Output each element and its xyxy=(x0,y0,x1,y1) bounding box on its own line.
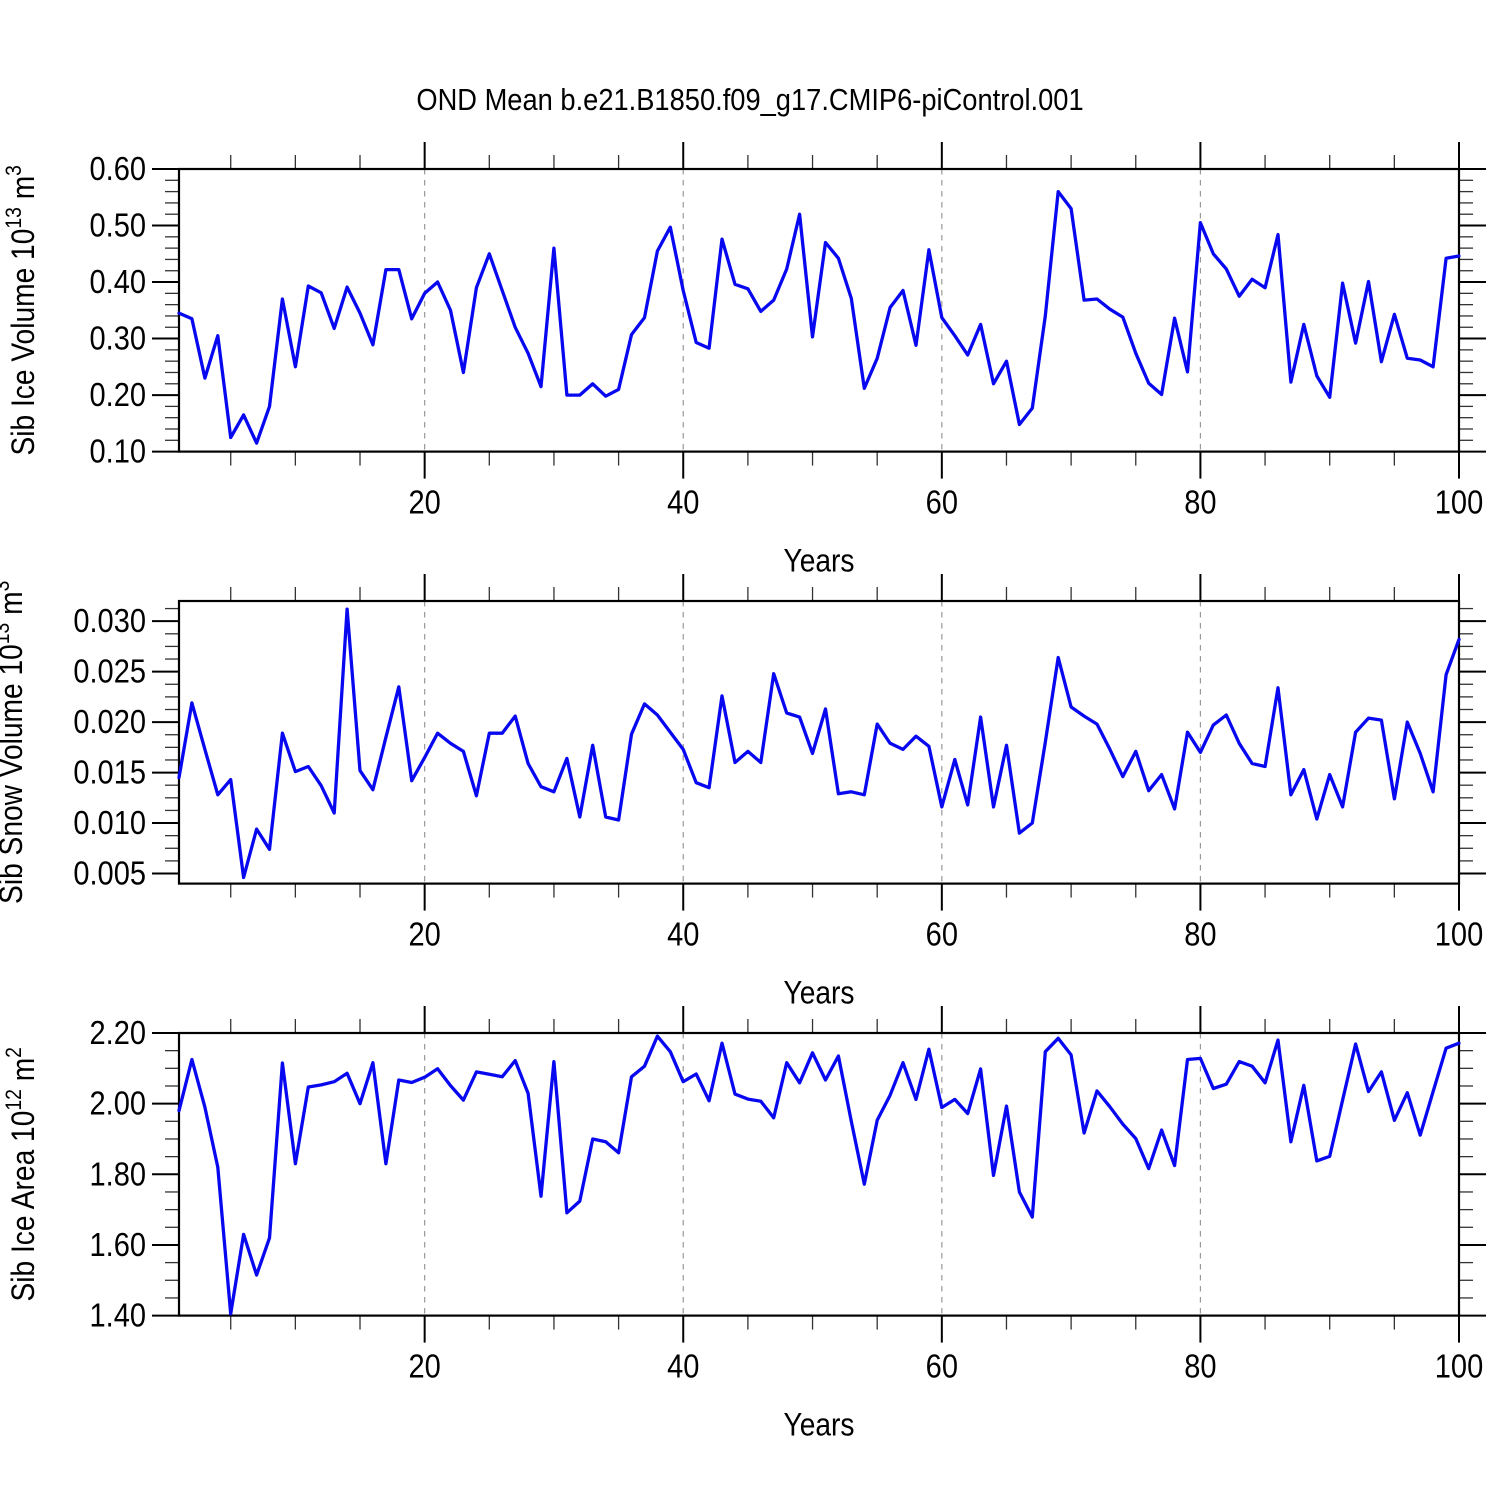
x-tick-label: 100 xyxy=(1435,916,1483,953)
x-tick-label: 60 xyxy=(926,916,958,953)
y-axis-label-ice-area: Sib Ice Area 1012 m2 xyxy=(2,1047,42,1301)
data-line-snow-volume xyxy=(177,607,1461,880)
x-tick-label: 80 xyxy=(1184,916,1216,953)
x-tick-label: 20 xyxy=(409,484,441,521)
panel-ice-volume: 20 40 60 80 100 0.10 0.20 0.30 0.40 0.50 0.60 Years… xyxy=(2,142,1486,579)
x-tick-label: 40 xyxy=(667,1348,699,1385)
y-tick-label: 1.40 xyxy=(89,1297,146,1334)
y-tick-label: 0.005 xyxy=(73,855,146,892)
y-tick-label: 0.015 xyxy=(73,754,146,791)
y-tick-label: 0.025 xyxy=(73,653,146,690)
y-tick-label: 0.010 xyxy=(73,804,146,841)
x-axis-label: Years xyxy=(784,976,855,1011)
data-line-ice-area xyxy=(177,1034,1461,1316)
y-tick-label: 0.10 xyxy=(89,433,146,470)
y-tick-label: 0.20 xyxy=(89,376,146,413)
x-tick-label: 40 xyxy=(667,916,699,953)
x-tick-label: 60 xyxy=(926,484,958,521)
plot-frame xyxy=(177,167,1461,453)
y-axis-label-snow-volume: Sib Snow Volume 1013 m3 xyxy=(0,581,29,904)
x-tick-label: 100 xyxy=(1435,1348,1483,1385)
x-tick-label: 20 xyxy=(409,1348,441,1385)
y-tick-label: 2.20 xyxy=(89,1014,146,1051)
y-tick-label: 1.80 xyxy=(89,1156,146,1193)
panel-ice-area: 20 40 60 80 100 1.40 1.60 1.80 2.00 2.20 Years Sib … xyxy=(2,1006,1486,1443)
plot-frame xyxy=(177,599,1461,885)
y-tick-label: 0.50 xyxy=(89,207,146,244)
y-tick-label: 2.00 xyxy=(89,1085,146,1122)
panel-snow-volume: 20 40 60 80 100 0.005 0.010 0.015 0.020 0.025 0.03… xyxy=(0,574,1486,1011)
x-tick-label: 100 xyxy=(1435,484,1483,521)
x-tick-label: 80 xyxy=(1184,1348,1216,1385)
plot-frame xyxy=(177,1031,1461,1317)
y-tick-label: 0.40 xyxy=(89,263,146,300)
y-axis-label-ice-volume: Sib Ice Volume 1013 m3 xyxy=(2,165,42,455)
y-tick-label: 0.60 xyxy=(89,150,146,187)
y-tick-label: 1.60 xyxy=(89,1226,146,1263)
x-tick-label: 60 xyxy=(926,1348,958,1385)
x-axis-label: Years xyxy=(784,544,855,579)
y-tick-label: 0.020 xyxy=(73,703,146,740)
x-tick-label: 40 xyxy=(667,484,699,521)
x-tick-label: 20 xyxy=(409,916,441,953)
y-tick-label: 0.30 xyxy=(89,320,146,357)
x-tick-label: 80 xyxy=(1184,484,1216,521)
x-axis-label: Years xyxy=(784,1408,855,1443)
data-line-ice-volume xyxy=(177,189,1461,445)
chart-title: OND Mean b.e21.B1850.f09_g17.CMIP6-piCon… xyxy=(416,82,1084,117)
y-tick-label: 0.030 xyxy=(73,602,146,639)
